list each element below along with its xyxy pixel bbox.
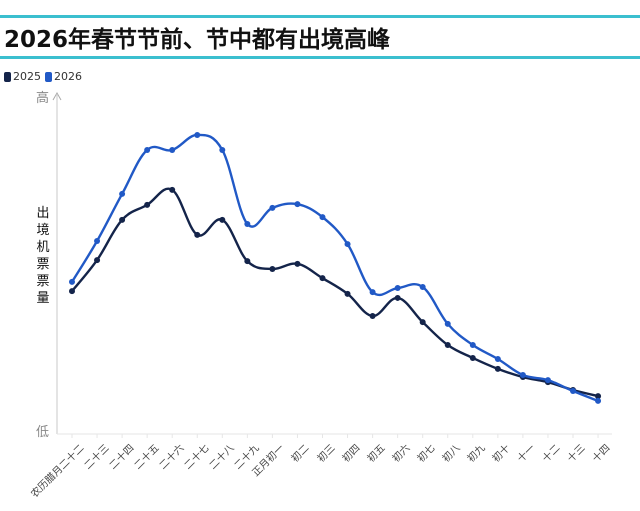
data-point[interactable] (269, 204, 276, 211)
data-point[interactable] (194, 231, 201, 238)
data-point[interactable] (69, 288, 75, 295)
title-top-rule (0, 15, 640, 18)
series-line-2025 (71, 187, 599, 398)
y-axis-title-char: 机 (36, 240, 50, 255)
y-axis-title-char: 票 (36, 274, 50, 289)
data-point[interactable] (69, 278, 75, 285)
data-point[interactable] (244, 220, 251, 227)
data-point[interactable] (294, 201, 301, 208)
legend-label-2026: 2026 (54, 70, 82, 83)
data-point[interactable] (294, 260, 301, 267)
series-2025 (69, 186, 602, 400)
data-point[interactable] (595, 393, 602, 400)
data-point[interactable] (570, 388, 576, 395)
data-point[interactable] (419, 284, 426, 291)
y-axis-title-char: 境 (36, 223, 50, 238)
data-point[interactable] (219, 146, 226, 153)
data-point[interactable] (394, 294, 401, 301)
data-point[interactable] (244, 258, 251, 265)
data-point[interactable] (369, 313, 376, 320)
data-point[interactable] (169, 146, 176, 153)
data-point[interactable] (344, 290, 351, 297)
y-axis-title: 出境机票票量 (35, 205, 51, 307)
y-axis-low-label: 低 (36, 425, 50, 440)
data-point[interactable] (94, 237, 101, 244)
data-point[interactable] (469, 341, 476, 348)
data-point[interactable] (169, 186, 176, 193)
legend-item-2026[interactable]: 2026 (45, 70, 82, 83)
data-point[interactable] (444, 320, 451, 327)
data-point[interactable] (94, 257, 101, 264)
y-axis-high-label: 高 (36, 91, 50, 106)
data-point[interactable] (219, 216, 226, 223)
y-axis-title-char: 票 (36, 257, 50, 272)
legend-item-2025[interactable]: 2025 (4, 70, 41, 83)
data-point[interactable] (119, 190, 126, 197)
data-point[interactable] (494, 365, 501, 372)
data-point[interactable] (119, 216, 126, 223)
data-point[interactable] (269, 265, 276, 272)
y-axis-title-char: 量 (36, 291, 50, 306)
legend-swatch-2025 (4, 71, 11, 82)
data-point[interactable] (394, 285, 401, 292)
data-point[interactable] (344, 241, 351, 248)
data-point[interactable] (595, 397, 602, 404)
series-line-2026 (70, 133, 599, 403)
data-point[interactable] (519, 372, 526, 379)
legend-swatch-2026 (45, 71, 52, 82)
data-point[interactable] (444, 341, 451, 348)
title-bottom-rule (0, 56, 640, 59)
data-point[interactable] (144, 146, 151, 153)
legend-label-2025: 2025 (13, 70, 41, 83)
legend: 2025 2026 (4, 70, 86, 83)
series-2026 (69, 131, 602, 404)
data-point[interactable] (544, 377, 551, 384)
y-axis-title-char: 出 (36, 206, 50, 221)
data-point[interactable] (194, 131, 201, 138)
data-point[interactable] (144, 201, 151, 208)
data-point[interactable] (319, 275, 326, 282)
data-point[interactable] (494, 355, 501, 362)
data-point[interactable] (469, 354, 476, 361)
data-point[interactable] (419, 319, 426, 326)
y-axis-arrow-icon (52, 91, 62, 101)
data-point[interactable] (319, 214, 326, 221)
data-point[interactable] (369, 289, 376, 296)
chart-title: 2026年春节节前、节中都有出境高峰 (4, 27, 391, 53)
